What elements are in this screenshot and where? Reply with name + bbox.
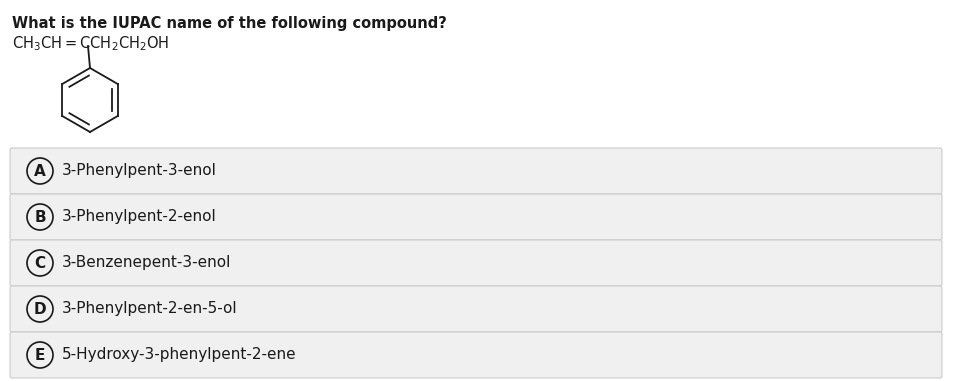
Text: C: C — [35, 256, 45, 271]
Text: D: D — [34, 301, 46, 317]
Text: A: A — [34, 163, 46, 179]
Circle shape — [27, 296, 53, 322]
Text: 3-Benzenepent-3-enol: 3-Benzenepent-3-enol — [62, 256, 231, 271]
FancyBboxPatch shape — [10, 240, 942, 286]
Text: E: E — [35, 347, 45, 362]
Circle shape — [27, 158, 53, 184]
Text: B: B — [34, 210, 46, 224]
FancyBboxPatch shape — [10, 194, 942, 240]
Circle shape — [27, 342, 53, 368]
Text: 3-Phenylpent-2-enol: 3-Phenylpent-2-enol — [62, 210, 217, 224]
Text: 5-Hydroxy-3-phenylpent-2-ene: 5-Hydroxy-3-phenylpent-2-ene — [62, 347, 297, 362]
Text: 3-Phenylpent-3-enol: 3-Phenylpent-3-enol — [62, 163, 217, 179]
FancyBboxPatch shape — [10, 148, 942, 194]
Text: What is the IUPAC name of the following compound?: What is the IUPAC name of the following … — [12, 16, 447, 31]
FancyBboxPatch shape — [10, 332, 942, 378]
Text: CH$_3$CH$=$CCH$_2$CH$_2$OH: CH$_3$CH$=$CCH$_2$CH$_2$OH — [12, 34, 170, 53]
Circle shape — [27, 250, 53, 276]
FancyBboxPatch shape — [10, 286, 942, 332]
Circle shape — [27, 204, 53, 230]
Text: 3-Phenylpent-2-en-5-ol: 3-Phenylpent-2-en-5-ol — [62, 301, 237, 317]
